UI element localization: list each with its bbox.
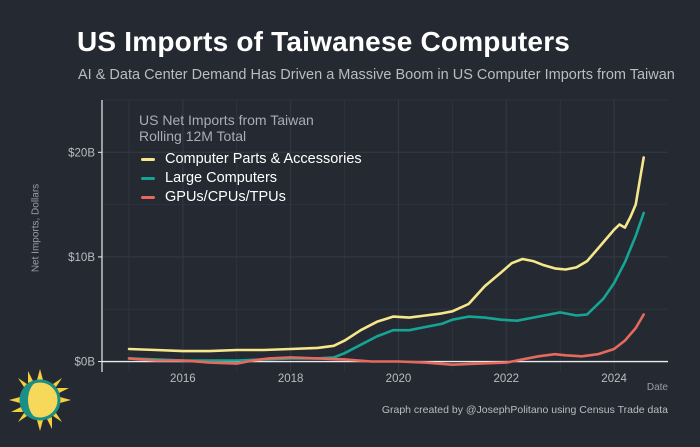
gridlines (102, 99, 668, 372)
source-credit: Graph created by @JosephPolitano using C… (381, 404, 668, 416)
legend-swatch-computer-parts (141, 157, 155, 161)
chart-subtitle: AI & Data Center Demand Has Driven a Mas… (78, 67, 675, 83)
series-line-0 (127, 156, 645, 353)
legend-title-line-2: Rolling 12M Total (139, 128, 247, 144)
legend-swatch-gpus (141, 195, 155, 199)
y-tick-label: $10B (68, 252, 95, 264)
legend-label-large-computers: Large Computers (165, 170, 278, 186)
x-tick-label: 2022 (493, 373, 519, 385)
legend-title-line-1: US Net Imports from Taiwan (139, 112, 314, 128)
sun-logo-icon (9, 369, 71, 431)
x-tick-label: 2024 (601, 373, 627, 385)
legend-swatch-large-computers (141, 176, 155, 180)
tick-labels: $0B $10B $20B 2016 2018 2020 2022 2024 (68, 147, 627, 385)
x-tick-label: 2020 (386, 373, 412, 385)
series-line-1 (127, 211, 645, 362)
legend-item-computer-parts: Computer Parts & Accessories (141, 150, 362, 168)
x-axis-label: Date (646, 382, 668, 393)
legend-label-computer-parts: Computer Parts & Accessories (165, 151, 362, 167)
series-lines (127, 156, 645, 366)
x-tick-label: 2018 (278, 373, 304, 385)
y-tick-label: $20B (68, 147, 95, 159)
series-line-2 (127, 313, 645, 366)
legend-label-gpus: GPUs/CPUs/TPUs (165, 189, 286, 205)
x-tick-label: 2016 (170, 373, 196, 385)
y-tick-label: $0B (75, 357, 96, 369)
chart-title: US Imports of Taiwanese Computers (77, 26, 571, 57)
y-axis-label: Net Imports, Dollars (30, 183, 42, 273)
legend-item-gpus: GPUs/CPUs/TPUs (141, 188, 286, 206)
legend-item-large-computers: Large Computers (141, 169, 277, 187)
